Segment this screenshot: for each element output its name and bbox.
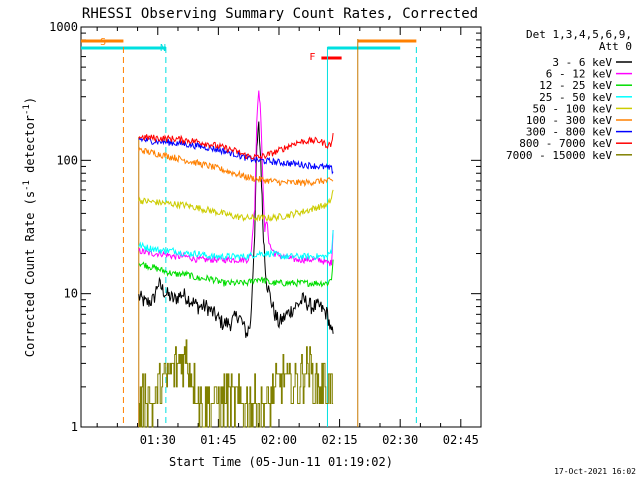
x-axis-ticks: 01:30 01:45 02:00 02:15 02:30 02:45: [96, 27, 479, 447]
legend-label: 25 - 50 keV: [539, 91, 612, 104]
series-line-25-50-kev: [138, 230, 334, 261]
night-label: N: [160, 43, 166, 54]
y-axis-label-main: Corrected Count Rate (s: [23, 191, 37, 357]
x-tick-label: 01:30: [140, 433, 176, 447]
series-line-6-12-kev: [138, 90, 334, 267]
series-line-50-100-kev: [138, 189, 334, 222]
x-axis-label: Start Time (05-Jun-11 01:19:02): [169, 455, 393, 469]
legend-label: 12 - 25 keV: [539, 79, 612, 92]
series-line-300-800-kev: [138, 136, 334, 175]
legend-label: 6 - 12 keV: [546, 68, 613, 81]
y-tick-label: 10: [64, 287, 78, 301]
legend-label: 800 - 7000 keV: [519, 137, 612, 150]
y-tick-label: 1000: [49, 20, 78, 34]
plot-frame: [80, 26, 482, 428]
series-line-7000-15000-kev: [138, 339, 334, 428]
legend-label: 300 - 800 keV: [526, 126, 612, 139]
series-line-800-7000-kev: [138, 133, 334, 161]
y-tick-label: 1: [71, 420, 78, 434]
y-axis-label-close: ): [23, 97, 37, 104]
flare-label: F: [309, 52, 315, 63]
legend-title-line-1: Det 1,3,4,5,6,9,: [526, 28, 632, 41]
y-axis-label-exp2: -1: [22, 104, 32, 115]
annotation-layer: S N F: [81, 37, 417, 427]
y-axis-label-exp1: -1: [22, 180, 32, 191]
series-line-12-25-kev: [138, 259, 334, 288]
x-tick-label: 02:00: [261, 433, 297, 447]
x-tick-label: 02:30: [382, 433, 418, 447]
y-axis-label: Corrected Count Rate (s-1 detector-1): [22, 97, 37, 357]
plot-area: 1 10 100 1000 01:30 01:45 02:00 02:15 02:30 02:4…: [49, 20, 482, 447]
footer-timestamp: 17-Oct-2021 16:02: [554, 467, 636, 476]
chart-title: RHESSI Observing Summary Count Rates, Co…: [82, 6, 478, 22]
saa-label: S: [100, 37, 106, 48]
series-line-100-300-kev: [138, 146, 334, 188]
x-tick-label: 02:45: [443, 433, 479, 447]
y-tick-label: 100: [56, 153, 78, 167]
legend-label: 100 - 300 keV: [526, 114, 612, 127]
series-line-3-6-kev: [138, 121, 334, 338]
legend-label: 50 - 100 keV: [533, 102, 613, 115]
y-axis-ticks: 1 10 100 1000: [49, 20, 481, 434]
x-tick-label: 01:45: [200, 433, 236, 447]
legend-label: 7000 - 15000 keV: [506, 149, 612, 162]
legend-label: 3 - 6 keV: [552, 56, 612, 69]
x-tick-label: 02:15: [322, 433, 358, 447]
series-layer: [138, 90, 334, 428]
legend-title-line-2: Att 0: [599, 40, 632, 53]
y-axis-label-mid: detector: [23, 115, 37, 180]
